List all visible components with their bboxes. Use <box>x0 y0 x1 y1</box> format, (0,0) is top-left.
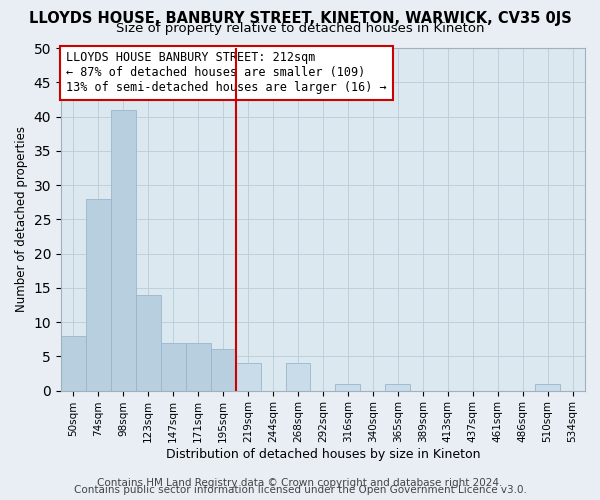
Bar <box>236 363 260 390</box>
Text: Size of property relative to detached houses in Kineton: Size of property relative to detached ho… <box>116 22 484 35</box>
Bar <box>86 198 111 390</box>
Bar <box>211 350 236 391</box>
Bar <box>286 363 310 390</box>
Bar <box>335 384 361 390</box>
Bar <box>136 294 161 390</box>
Bar <box>535 384 560 390</box>
Bar <box>111 110 136 390</box>
Y-axis label: Number of detached properties: Number of detached properties <box>15 126 28 312</box>
Text: Contains public sector information licensed under the Open Government Licence v3: Contains public sector information licen… <box>74 485 526 495</box>
X-axis label: Distribution of detached houses by size in Kineton: Distribution of detached houses by size … <box>166 448 480 461</box>
Text: LLOYDS HOUSE, BANBURY STREET, KINETON, WARWICK, CV35 0JS: LLOYDS HOUSE, BANBURY STREET, KINETON, W… <box>29 11 571 26</box>
Bar <box>161 342 185 390</box>
Bar <box>61 336 86 390</box>
Text: Contains HM Land Registry data © Crown copyright and database right 2024.: Contains HM Land Registry data © Crown c… <box>97 478 503 488</box>
Bar <box>385 384 410 390</box>
Bar <box>185 342 211 390</box>
Text: LLOYDS HOUSE BANBURY STREET: 212sqm
← 87% of detached houses are smaller (109)
1: LLOYDS HOUSE BANBURY STREET: 212sqm ← 87… <box>66 52 387 94</box>
